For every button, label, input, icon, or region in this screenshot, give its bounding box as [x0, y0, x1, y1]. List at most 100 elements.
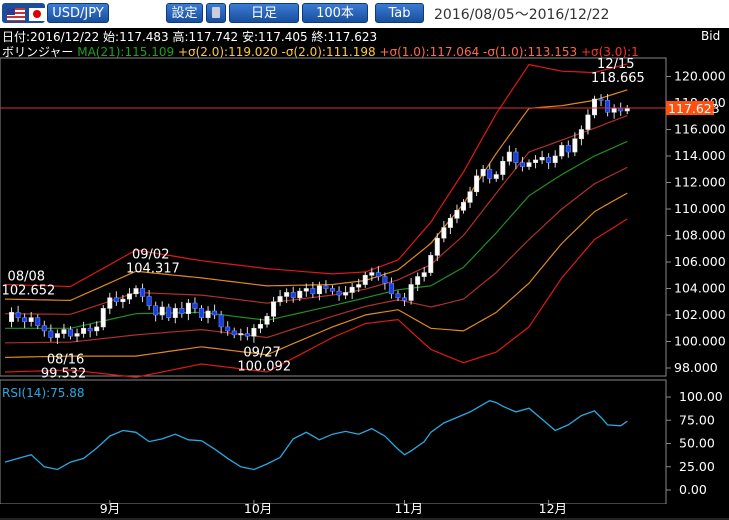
interval-button[interactable]: 日足: [229, 3, 299, 23]
candle-down: [513, 151, 519, 163]
candle-up: [107, 297, 113, 309]
current-price-label: 117.623: [668, 101, 720, 116]
rsi-label: RSI(14):75.88: [2, 386, 85, 400]
bar-count-button[interactable]: 100本: [302, 3, 368, 23]
currency-flags[interactable]: [2, 3, 45, 23]
tab-button[interactable]: Tab: [375, 3, 424, 23]
candle-up: [447, 217, 453, 228]
candle-up: [369, 272, 375, 276]
candle-up: [552, 155, 558, 163]
rsi-tick-label: 25.00: [679, 459, 715, 474]
minus-sigma2-value: -σ(2.0):111.198: [281, 45, 376, 59]
candle-up: [578, 129, 584, 140]
candle-up: [428, 255, 434, 273]
candle-up: [572, 138, 578, 153]
candle-up: [316, 285, 322, 295]
rsi-line: [4, 400, 628, 471]
candle-up: [159, 306, 165, 316]
candle-up: [611, 108, 617, 113]
candle-down: [192, 302, 198, 309]
candle-down: [231, 330, 237, 336]
candle-up: [81, 327, 87, 334]
y-tick-label: 112.000: [674, 175, 726, 190]
candle-down: [68, 329, 74, 337]
x-tick-label: 11月: [395, 501, 423, 516]
candle-down: [244, 333, 250, 337]
candle-down: [618, 108, 624, 112]
candle-down: [48, 330, 54, 338]
y-tick-label: 100.000: [674, 334, 726, 349]
candle-up: [415, 276, 421, 285]
candle-up: [591, 98, 597, 116]
plus-sigma3-line: [4, 63, 628, 288]
candle-down: [218, 314, 224, 328]
annotation-value: 118.665: [591, 71, 645, 86]
candle-up: [120, 298, 126, 303]
candle-down: [212, 310, 218, 316]
candle-up: [434, 237, 440, 256]
x-tick-label: 9月: [100, 501, 120, 516]
candle-up: [539, 157, 545, 161]
y-tick-label: 104.000: [674, 281, 726, 296]
candle-up: [61, 329, 67, 334]
candle-up: [460, 202, 466, 211]
indicator-name: ボリンジャー: [2, 45, 74, 59]
y-tick-label: 114.000: [674, 148, 726, 163]
toolbar: USD/JPY 設定 日足 100本 Tab 2016/08/05～2016/1…: [0, 0, 729, 28]
rsi-panel-frame: [0, 379, 667, 505]
currency-pair-button[interactable]: USD/JPY: [47, 3, 109, 23]
candle-up: [238, 333, 244, 336]
settings-button[interactable]: 設定: [166, 3, 203, 23]
y-tick-label: 98.000: [674, 360, 718, 375]
candle-up: [356, 284, 362, 288]
candle-down: [323, 285, 329, 289]
candle-down: [382, 276, 388, 284]
candle-down: [395, 293, 401, 299]
candle-up: [506, 151, 512, 162]
candle-up: [9, 312, 15, 322]
candle-down: [598, 98, 604, 101]
plus-sigma1-value: +σ(1.0):117.064: [379, 45, 480, 59]
annotation-date: 08/08: [8, 269, 45, 284]
indicator-readout: ボリンジャー MA(21):115.109 +σ(2.0):119.020 -σ…: [2, 43, 639, 60]
calculator-icon[interactable]: [206, 3, 226, 23]
candle-up: [28, 317, 34, 322]
candle-up: [467, 191, 473, 203]
minus-sigma1-line: [5, 166, 628, 344]
candle-up: [526, 162, 532, 167]
candle-down: [402, 297, 408, 301]
ma-line: [5, 140, 628, 329]
candle-down: [146, 296, 152, 307]
annotation-date: 09/02: [132, 247, 169, 262]
plus-sigma3-value: +σ(3.0):1: [580, 45, 639, 59]
annotation-value: 100.092: [237, 359, 291, 374]
candle-up: [297, 290, 303, 299]
candle-down: [153, 305, 159, 316]
candle-up: [493, 174, 499, 179]
candle-down: [375, 272, 381, 277]
candle-up: [343, 292, 349, 296]
us-flag-icon: [7, 8, 25, 21]
minus-sigma3-line: [4, 218, 628, 378]
candle-down: [199, 308, 205, 318]
candle-up: [172, 308, 178, 318]
annotation-date: 09/27: [243, 345, 280, 360]
candle-down: [519, 162, 525, 167]
candle-down: [41, 325, 47, 332]
candle-up: [559, 145, 565, 157]
candle-up: [303, 288, 309, 292]
candle-down: [546, 157, 552, 163]
candle-down: [225, 326, 231, 332]
y-tick-label: 108.000: [674, 228, 726, 243]
candle-up: [100, 308, 106, 328]
rsi-tick-label: 100.00: [679, 389, 723, 404]
candle-down: [87, 327, 93, 332]
candle-up: [474, 175, 480, 193]
annotation-value: 102.652: [2, 283, 56, 298]
y-tick-label: 120.000: [674, 69, 726, 84]
candle-up: [251, 327, 257, 337]
candle-up: [94, 326, 100, 332]
japan-flag-icon: [29, 8, 45, 21]
candle-up: [257, 323, 263, 329]
